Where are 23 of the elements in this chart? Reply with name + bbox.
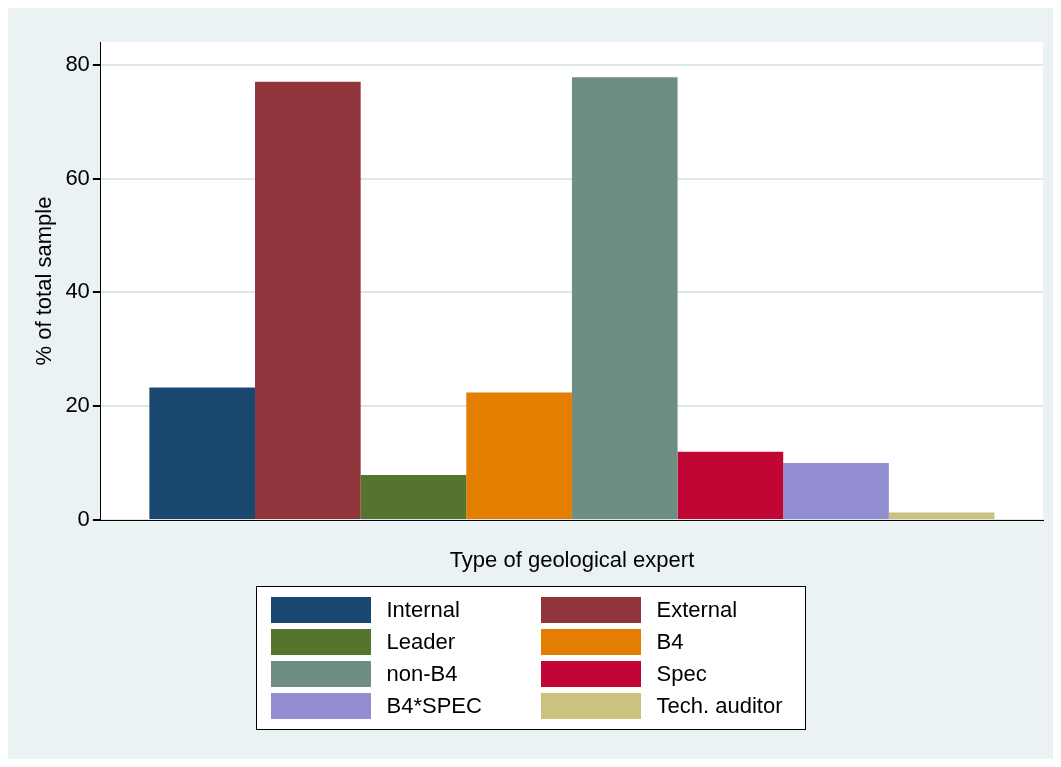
bar xyxy=(360,475,467,519)
bar xyxy=(571,77,678,519)
y-tick-label: 80 xyxy=(65,50,90,76)
legend-label: External xyxy=(656,597,738,623)
legend-label: Leader xyxy=(386,629,456,655)
legend-label: Tech. auditor xyxy=(656,693,783,719)
y-tick-label: 40 xyxy=(65,278,90,304)
legend-label: B4*SPEC xyxy=(386,693,482,719)
bar xyxy=(149,387,256,519)
y-tick-label: 20 xyxy=(65,392,90,418)
bar xyxy=(888,512,995,519)
legend-label: Internal xyxy=(386,597,460,623)
legend-label: non-B4 xyxy=(386,661,458,687)
bar xyxy=(255,81,361,519)
legend-label: Spec xyxy=(656,661,707,687)
bar xyxy=(677,451,784,519)
y-tick-label: 0 xyxy=(77,506,90,532)
bar xyxy=(466,392,572,519)
y-tick-label: 60 xyxy=(65,164,90,190)
x-axis-title: Type of geological expert xyxy=(449,546,695,572)
legend-label: B4 xyxy=(656,629,684,655)
bar xyxy=(783,463,889,519)
y-axis-title: % of total sample xyxy=(31,196,57,366)
